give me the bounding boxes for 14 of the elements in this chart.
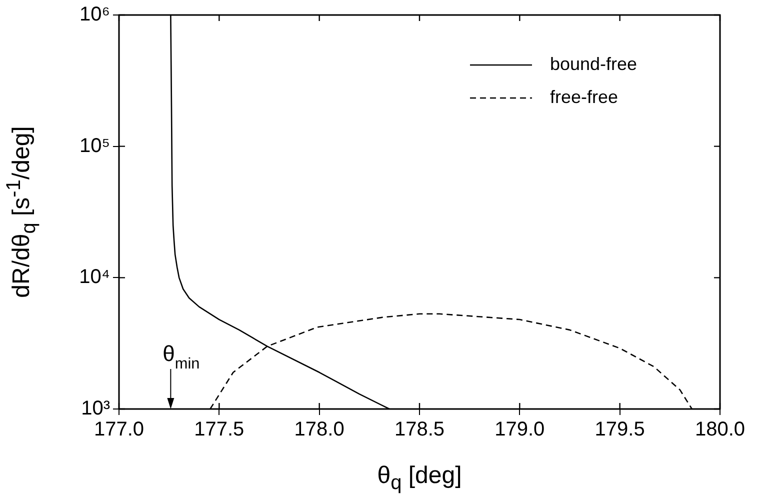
y-tick-label: 10⁵ bbox=[79, 134, 110, 157]
x-tick-label: 179.5 bbox=[594, 418, 645, 441]
x-tick-label: 178.0 bbox=[294, 418, 344, 441]
x-tick-label: 178.5 bbox=[394, 418, 445, 441]
legend-label: free-free bbox=[550, 86, 618, 107]
x-tick-label: 177.5 bbox=[194, 418, 244, 441]
x-axis-title: θ$_{q}$ [deg] bbox=[376, 462, 463, 495]
x-tick-label: 179.0 bbox=[494, 418, 545, 441]
y-tick-label: 10⁶ bbox=[80, 4, 110, 26]
x-tick-label: 177.0 bbox=[94, 418, 144, 441]
y-tick-label: 10³ bbox=[81, 398, 110, 420]
x-tick-label: 180.0 bbox=[694, 418, 746, 441]
legend-label: bound-free bbox=[550, 54, 638, 74]
y-tick-label: 10⁴ bbox=[79, 266, 110, 288]
